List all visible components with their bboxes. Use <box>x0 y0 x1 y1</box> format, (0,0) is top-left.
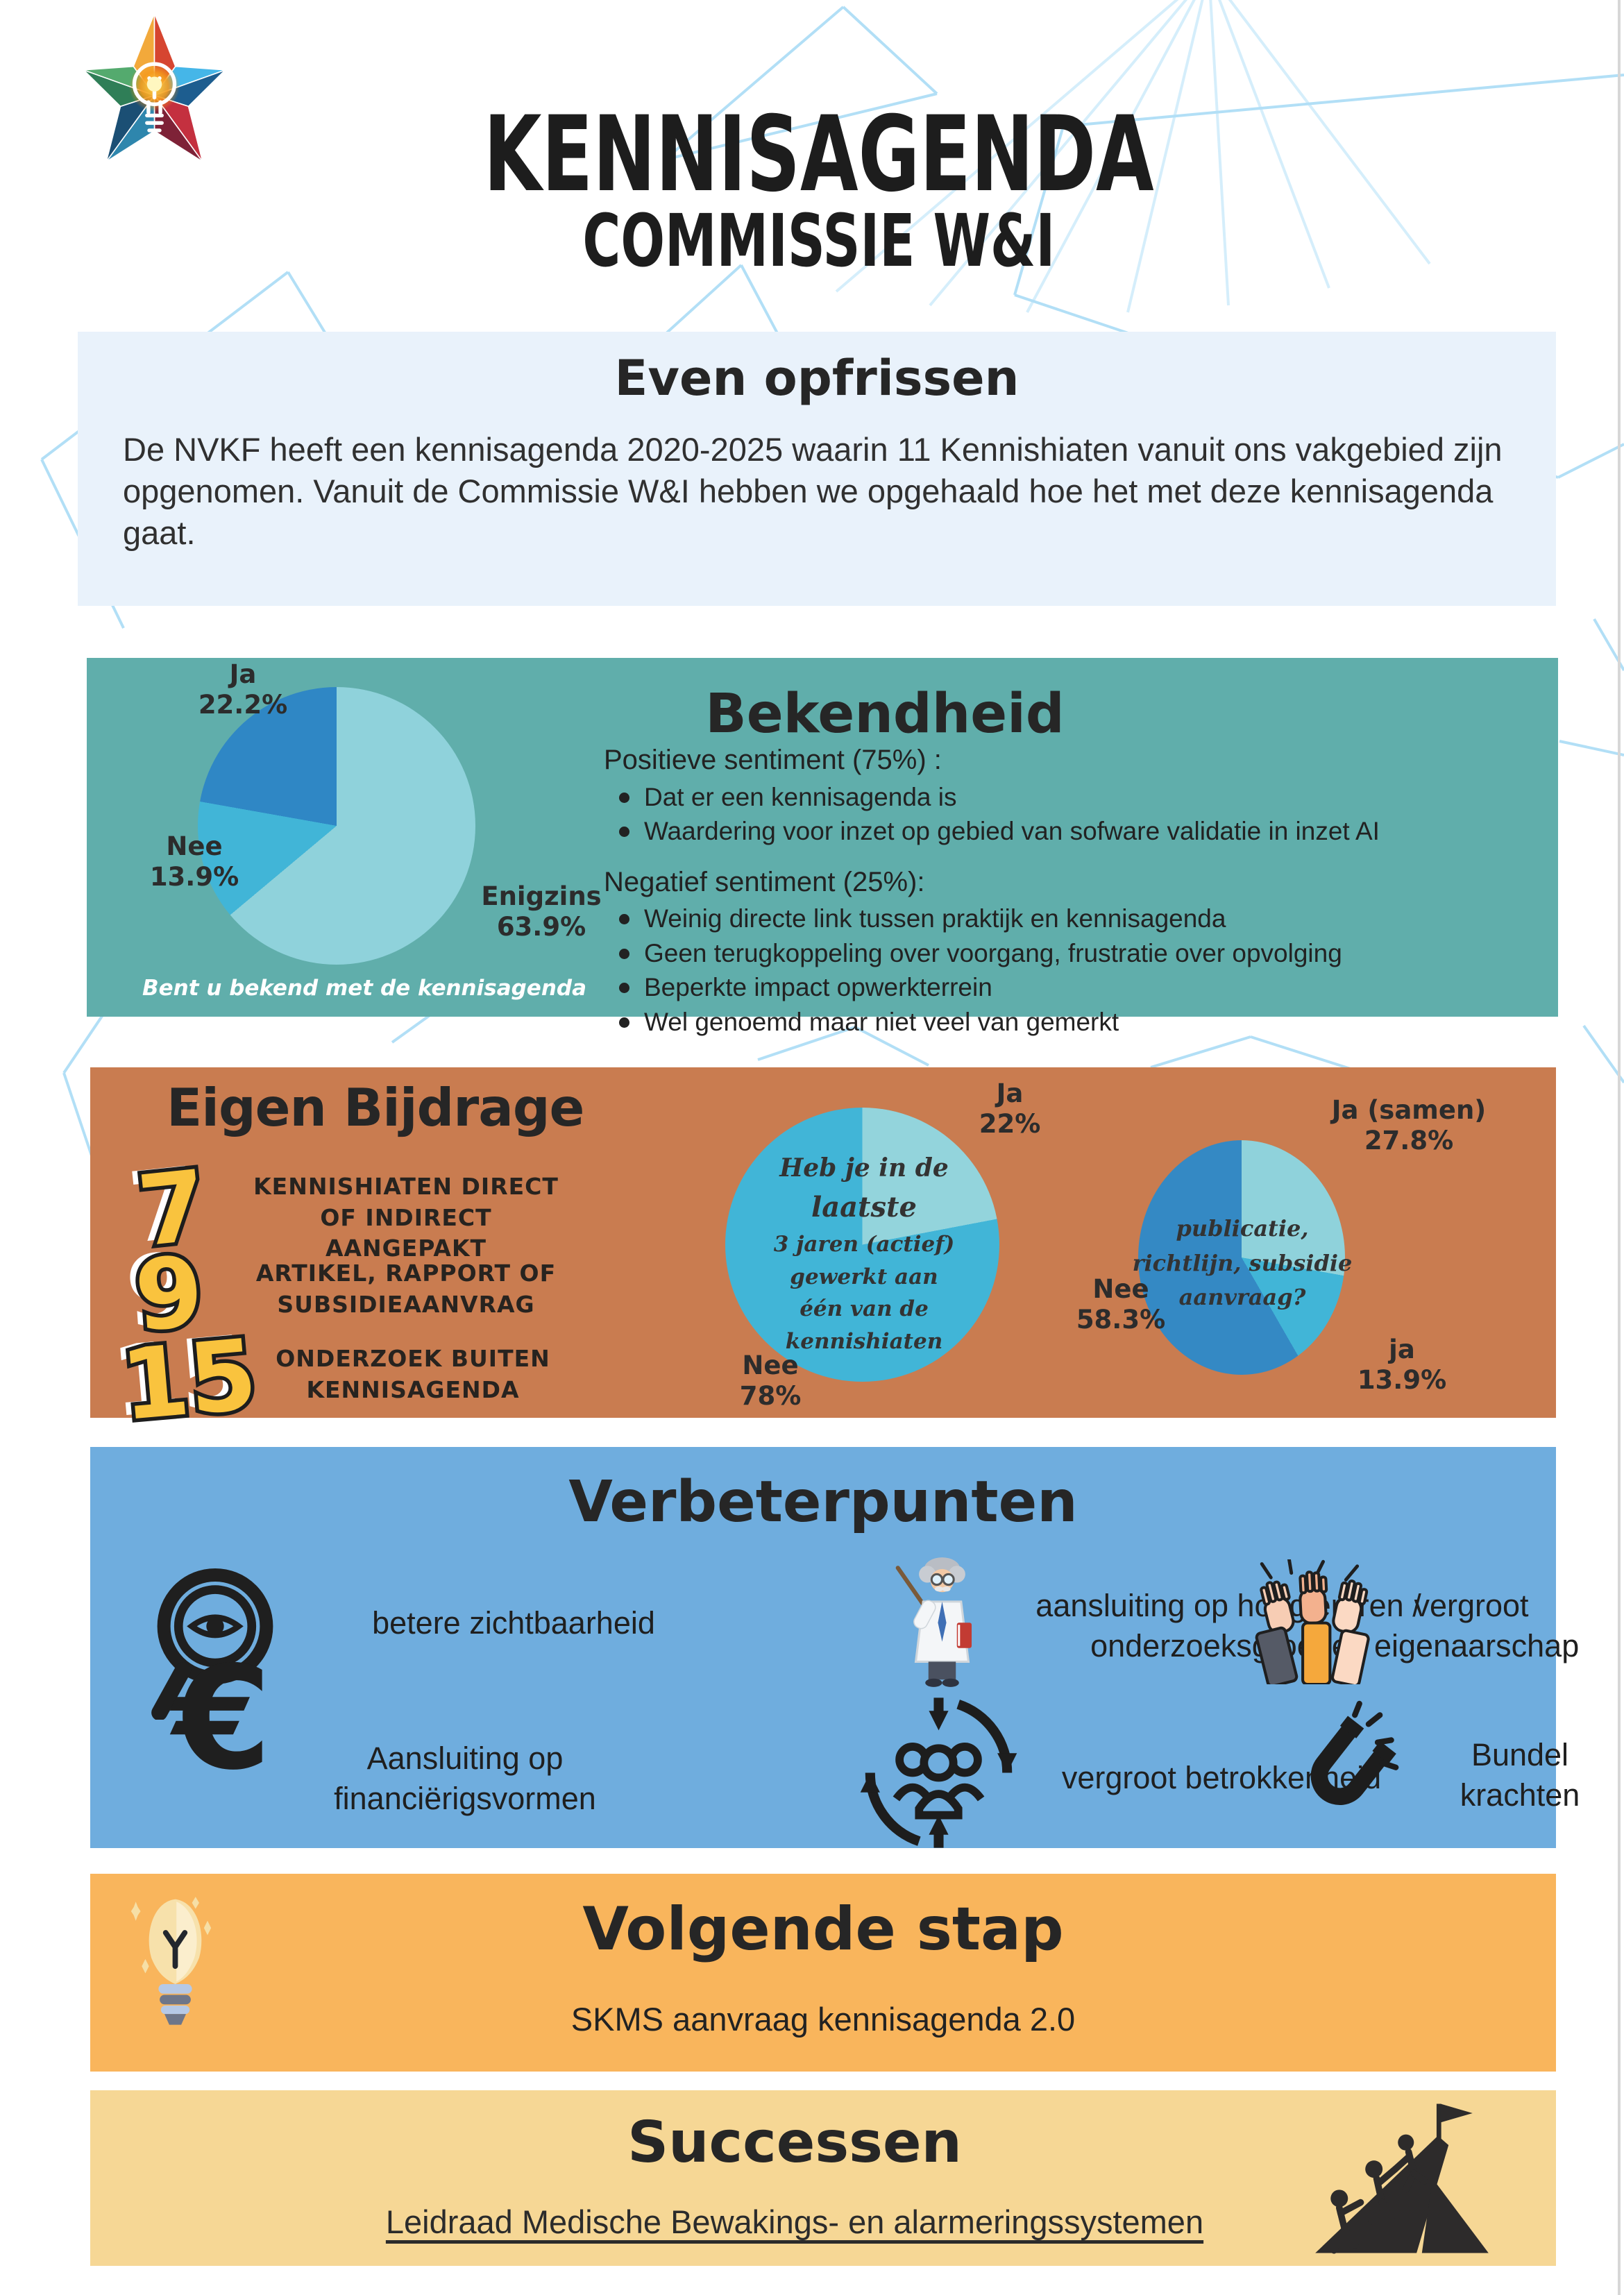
intro-body: De NVKF heeft een kennisagenda 2020-2025… <box>123 431 1503 552</box>
stat-label-onderzoek: ONDERZOEK BUITEN KENNISAGENDA <box>276 1345 550 1403</box>
pie2-label-ja: Ja 22% <box>979 1078 1041 1139</box>
raised-hands-icon <box>1255 1559 1370 1684</box>
negative-bullet: Weinig directe link tussen praktijk en k… <box>604 904 1537 933</box>
verbeterpunten-title: Verbeterpunten <box>568 1469 1078 1535</box>
negative-sentiment-list: Weinig directe link tussen praktijk en k… <box>604 904 1537 1036</box>
sentiment-text-block: Positieve sentiment (75%) : Dat er een k… <box>604 745 1537 1042</box>
positive-bullet: Dat er een kennisagenda is <box>604 783 1537 811</box>
output-pie-chart <box>1138 1140 1345 1375</box>
volgende-stap-title: Volgende stap <box>582 1895 1064 1964</box>
pie1-enigzins-pct: 63.9% <box>496 911 586 942</box>
page-subtitle: COMMISSIE W&I <box>208 205 1430 277</box>
stat-label-artikel: ARTIKEL, RAPPORT OF SUBSIDIEAANVRAG <box>255 1260 557 1318</box>
star-lightbulb-logo <box>83 12 226 162</box>
vp-label-financiering: Aansluiting op financiërigsvormen <box>334 1741 596 1816</box>
stat-label-kennishiaten: KENNISHIATEN DIRECT OF INDIRECT AANGEPAK… <box>253 1173 559 1262</box>
page-title: KENNISAGENDA <box>208 103 1430 207</box>
magnet-icon <box>1310 1700 1399 1805</box>
positive-bullet: Waardering voor inzet op gebied van sofw… <box>604 817 1537 845</box>
page-subtitle-text: COMMISSIE W&I <box>582 198 1056 283</box>
stat-number-15: 15 15 <box>113 1314 265 1446</box>
euro-icon: € <box>156 1648 288 1790</box>
successen-link-wrap: Leidraad Medische Bewakings- en alarmeri… <box>90 2203 1499 2241</box>
section-successen: Successen Leidraad Medische Bewakings- e… <box>90 2090 1556 2266</box>
pie1-enigzins-name: Enigzins <box>481 881 602 911</box>
recent-werk-pie-chart <box>725 1108 999 1382</box>
pie1-ja-pct: 22.2% <box>198 689 288 720</box>
bekendheid-title: Bekendheid <box>705 683 1065 745</box>
pie3-label-nee: Nee 58.3% <box>1076 1274 1166 1335</box>
leidraad-link[interactable]: Leidraad Medische Bewakings- en alarmeri… <box>385 2203 1204 2240</box>
professor-icon <box>895 1557 972 1687</box>
section-verbeterpunten: Verbeterpunten betere zichtbaarheid <box>90 1447 1580 1848</box>
euro-glyph: € <box>172 1636 272 1802</box>
section-bekendheid: Ja 22.2% Nee 13.9% Enigzins 63.9% Bent u… <box>87 658 1558 1036</box>
pie1-ja-name: Ja <box>229 659 257 689</box>
negative-sentiment-heading: Negatief sentiment (25%): <box>604 866 925 897</box>
positive-sentiment-heading: Positieve sentiment (75%) : <box>604 745 942 775</box>
sparkle-lightbulb-icon <box>130 1897 212 2025</box>
recent-werk-question: Heb je in de laatste 3 jaren (actief) ge… <box>773 1153 955 1354</box>
pie3-label-ja-samen: Ja (samen) 27.8% <box>1331 1095 1487 1155</box>
page-right-border <box>1618 0 1621 2295</box>
people-cycle-icon <box>860 1697 1017 1848</box>
vp-label-zichtbaarheid: betere zichtbaarheid <box>372 1605 655 1641</box>
pie1-label-ja: Ja 22.2% <box>187 659 298 720</box>
positive-sentiment-list: Dat er een kennisagenda is Waardering vo… <box>604 783 1537 846</box>
pie2-label-nee: Nee 78% <box>739 1350 802 1411</box>
negative-bullet: Beperkte impact opwerkterrein <box>604 973 1537 1001</box>
mountain-flag-climbers-icon <box>1315 2103 1489 2254</box>
section-eigen-bijdrage: Eigen Bijdrage 7 7 KENNISHIATEN DIRECT O… <box>90 1067 1556 1447</box>
volgende-stap-body: SKMS aanvraag kennisagenda 2.0 <box>570 2001 1076 2038</box>
negative-bullet: Geen terugkoppeling over voorgang, frust… <box>604 939 1537 967</box>
page-title-text: KENNISAGENDA <box>484 94 1154 215</box>
bekendheid-chart-caption: Bent u bekend met de kennisagenda <box>142 976 587 1001</box>
magnifier-eye-icon <box>151 1568 273 1720</box>
bekendheid-pie-chart <box>198 687 475 965</box>
negative-bullet: Wel genoemd maar niet veel van gemerkt <box>604 1008 1537 1036</box>
vp-label-bundel-krachten: Bundel krachten <box>1460 1737 1580 1813</box>
section-volgende-stap: Volgende stap SKMS aanvraag kennisagenda… <box>90 1874 1556 2072</box>
stat-15-value: 15 <box>117 1318 262 1443</box>
pie1-label-enigzins: Enigzins 63.9% <box>472 881 611 942</box>
section-even-opfrissen: Even opfrissen De NVKF heeft een kennisa… <box>78 332 1556 606</box>
successen-title: Successen <box>627 2110 962 2176</box>
output-question: publicatie, richtlijn, subsidie aanvraag… <box>1132 1215 1353 1311</box>
intro-title: Even opfrissen <box>614 350 1020 407</box>
pie1-nee-pct: 13.9% <box>149 861 239 892</box>
vp-label-eigenaarschap: vergroot eigenaarschap <box>1374 1588 1580 1663</box>
pie1-nee-name: Nee <box>166 831 223 861</box>
pie1-label-nee: Nee 13.9% <box>135 831 253 892</box>
pie3-label-ja: ja 13.9% <box>1357 1335 1447 1395</box>
eigen-bijdrage-title: Eigen Bijdrage <box>167 1077 584 1138</box>
